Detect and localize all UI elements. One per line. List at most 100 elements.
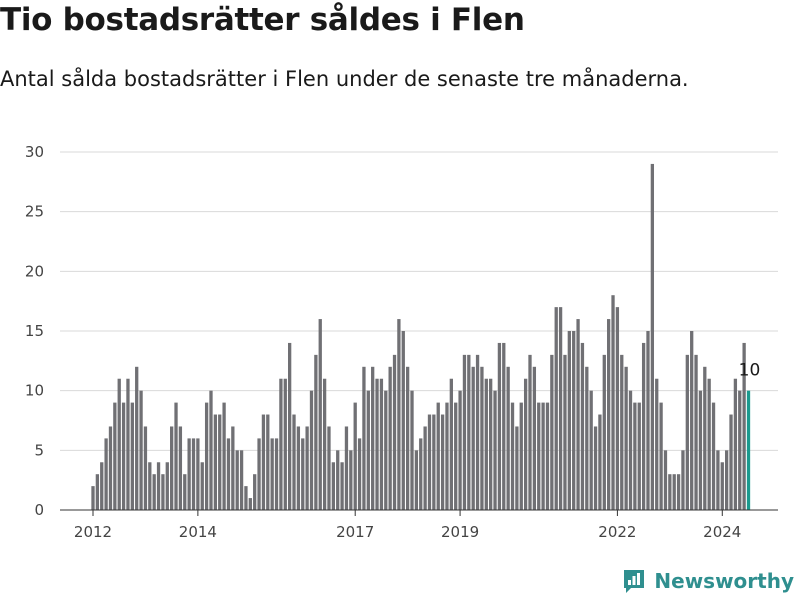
x-tick-label: 2012 [74, 523, 112, 541]
bar [528, 354, 532, 510]
bar [279, 378, 283, 510]
brand-logo: Newsworthy [622, 568, 794, 594]
bar [602, 354, 606, 510]
bar [200, 462, 204, 510]
bar [454, 402, 458, 510]
bar [331, 462, 335, 510]
bar [152, 474, 156, 510]
bar [309, 390, 314, 510]
bar [340, 462, 344, 510]
bar [659, 402, 663, 510]
bar [139, 390, 143, 510]
bar [187, 438, 191, 510]
bar [607, 319, 611, 510]
bar [401, 331, 405, 510]
bar [261, 414, 266, 510]
y-tick-label: 15 [25, 322, 44, 340]
bar [384, 390, 388, 510]
bar [344, 426, 349, 510]
bar [266, 414, 270, 510]
bar [156, 462, 161, 510]
bar [449, 378, 453, 510]
bar [143, 426, 148, 510]
bar [366, 390, 370, 510]
bar [375, 378, 379, 510]
bar [108, 426, 113, 510]
bar [563, 354, 567, 510]
y-tick-label: 25 [25, 203, 44, 221]
bar [580, 342, 585, 510]
bar [558, 307, 563, 510]
bar [510, 402, 515, 510]
bar [113, 402, 117, 510]
chart-subtitle: Antal sålda bostadsrätter i Flen under d… [0, 67, 689, 91]
bar [484, 378, 488, 510]
bar [440, 414, 445, 510]
bar [178, 426, 183, 510]
bar [681, 450, 685, 510]
bar [489, 378, 493, 510]
bar [353, 402, 357, 510]
bar [183, 474, 187, 510]
y-tick-label: 20 [25, 262, 44, 280]
bar [690, 331, 694, 510]
bar [698, 390, 703, 510]
bar [707, 378, 711, 510]
bar [738, 390, 742, 510]
bar [135, 366, 139, 510]
bar [620, 354, 624, 510]
bar [550, 354, 554, 510]
bar [419, 438, 423, 510]
bar [589, 390, 593, 510]
bar [388, 366, 392, 510]
bar [523, 378, 528, 510]
bar [436, 402, 440, 510]
bar [231, 426, 235, 510]
bar [288, 342, 292, 510]
bar [126, 378, 130, 510]
bar [296, 426, 301, 510]
bar [593, 426, 598, 510]
bar [318, 319, 322, 510]
bar [397, 319, 401, 510]
bar [720, 462, 724, 510]
bar [121, 402, 126, 510]
bar [209, 390, 213, 510]
bar [213, 414, 218, 510]
bar [392, 354, 397, 510]
bar [532, 366, 537, 510]
bar [611, 295, 615, 510]
bar [458, 390, 462, 510]
bar [663, 450, 668, 510]
bar [414, 450, 419, 510]
bar [668, 474, 672, 510]
bar [541, 402, 545, 510]
highlight-bar [746, 390, 751, 510]
bar [576, 319, 580, 510]
bar [253, 474, 257, 510]
bar [204, 402, 209, 510]
bar [100, 462, 104, 510]
bar [703, 366, 707, 510]
bar [432, 414, 436, 510]
bar [170, 426, 174, 510]
bar [733, 378, 738, 510]
bar [362, 366, 366, 510]
bar [598, 414, 602, 510]
bar [117, 378, 121, 510]
bar [628, 390, 633, 510]
bar [130, 402, 134, 510]
bar [567, 331, 571, 510]
bar [357, 438, 362, 510]
chart-title: Tio bostadsrätter såldes i Flen [0, 2, 525, 38]
bar [585, 366, 589, 510]
bar [226, 438, 231, 510]
bar [161, 474, 165, 510]
bar [322, 378, 327, 510]
bar [462, 354, 467, 510]
bar [235, 450, 239, 510]
bar [637, 402, 641, 510]
bar [646, 331, 650, 510]
y-tick-label: 30 [25, 143, 44, 161]
bar [305, 426, 309, 510]
